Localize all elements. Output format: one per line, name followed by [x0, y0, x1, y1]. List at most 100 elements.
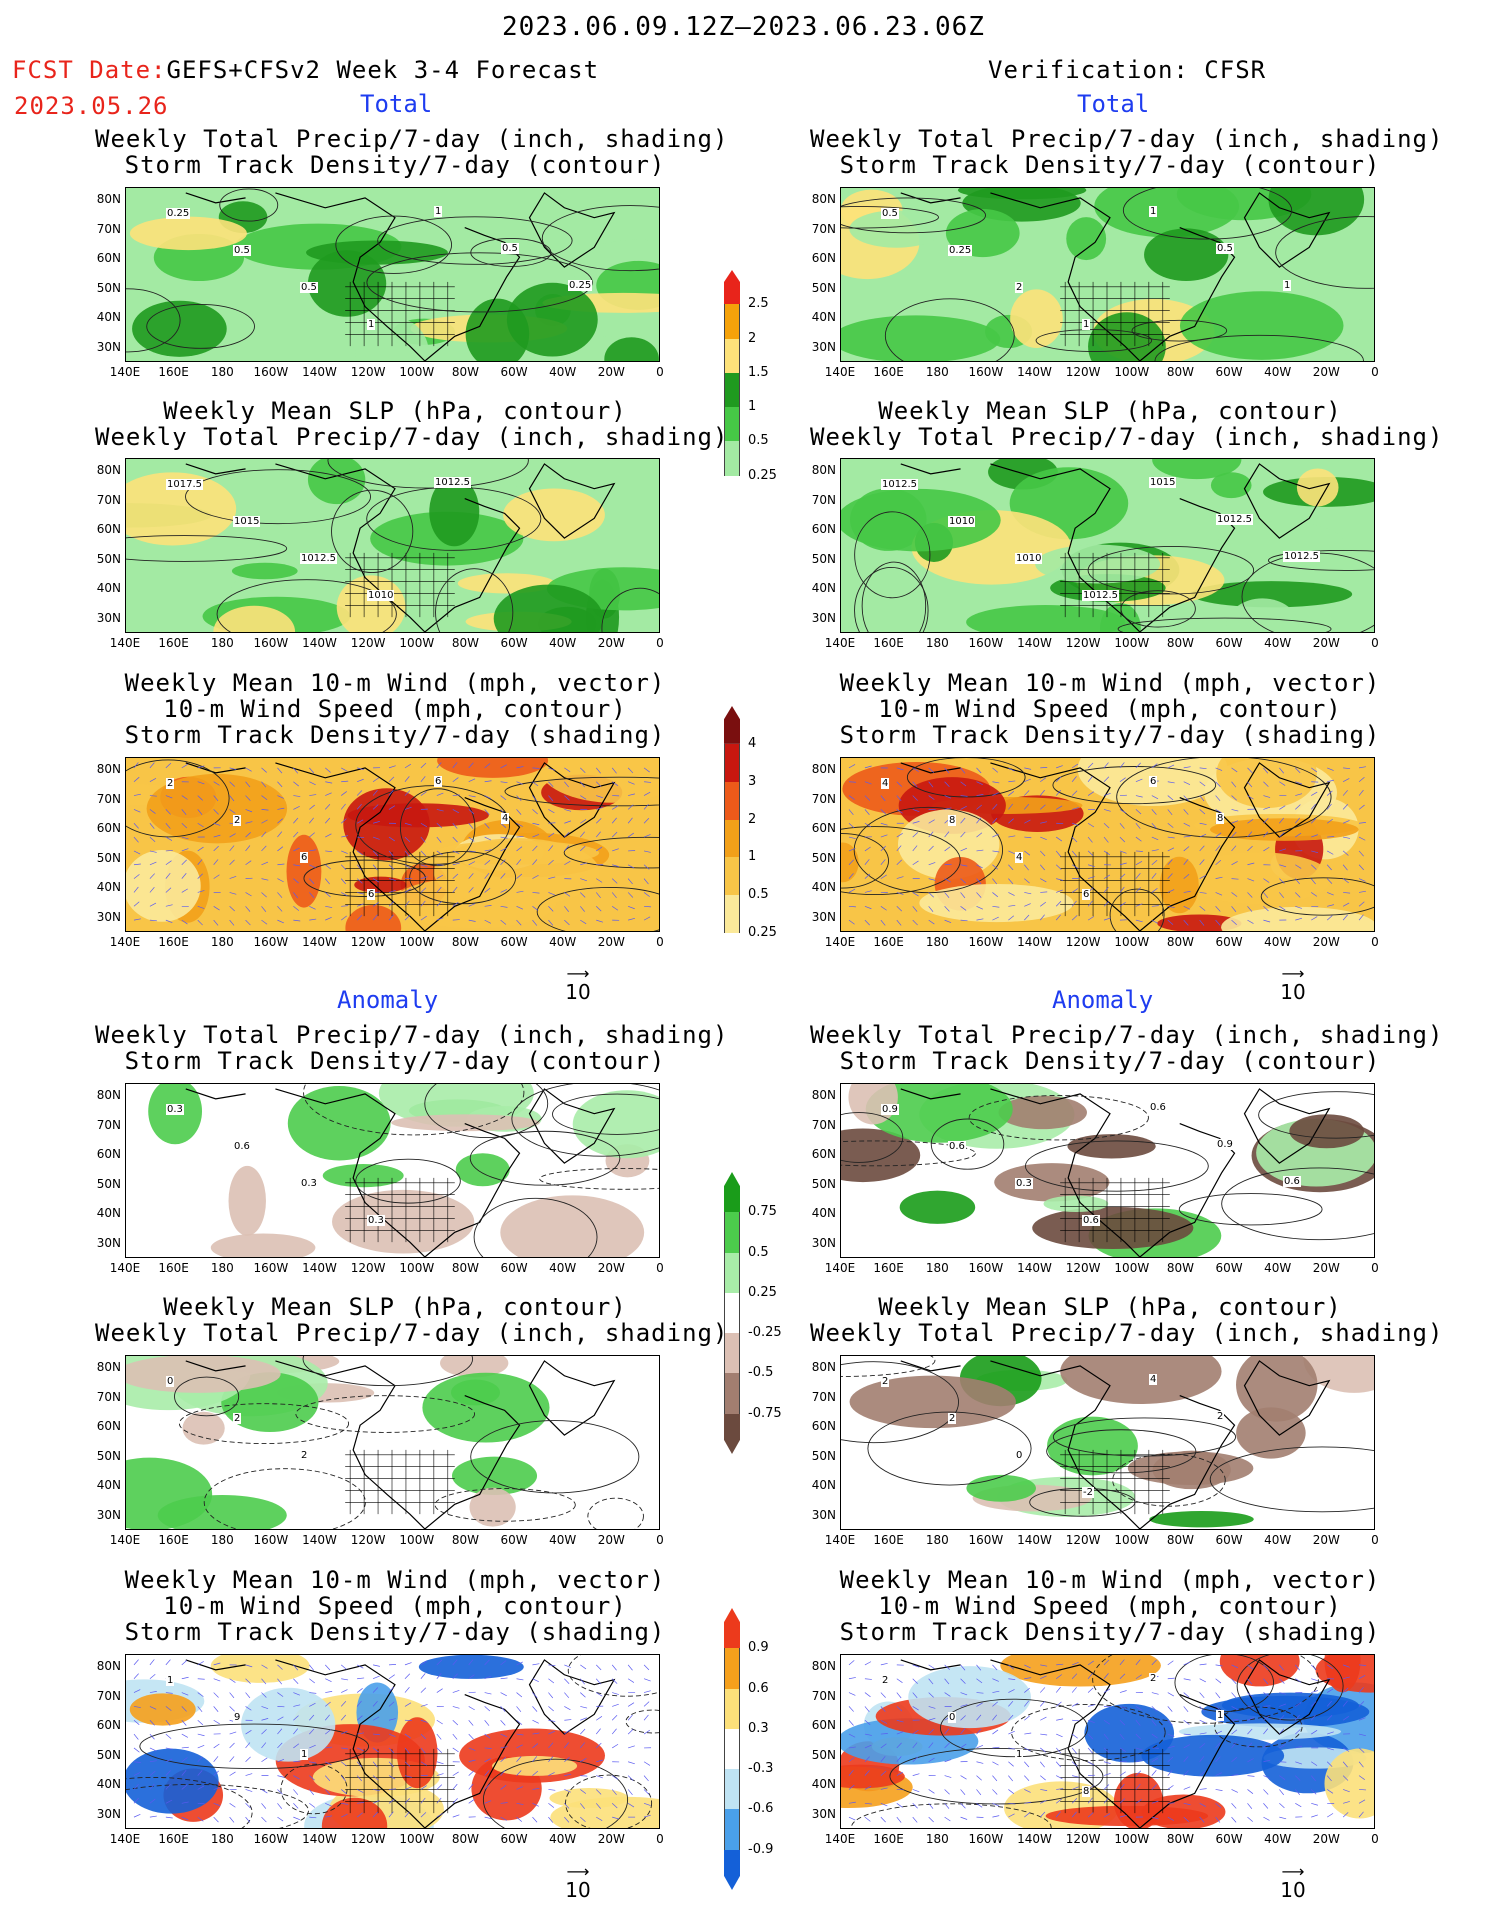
lat-tick-label: 40N: [811, 310, 836, 324]
contour-label: 4: [881, 778, 890, 789]
lon-tick-label: 60W: [500, 1261, 528, 1275]
shade-blob: [1047, 1416, 1138, 1476]
shade-blob: [1141, 1734, 1285, 1777]
lon-tick-label: 160E: [158, 1832, 189, 1846]
lon-tick-label: 80W: [451, 1533, 480, 1547]
contour-label: -2: [1082, 1487, 1094, 1498]
lon-tick-label: 140E: [824, 636, 856, 650]
shade-blob: [1035, 544, 1161, 584]
lon-tick-label: 100W: [1114, 365, 1150, 379]
lat-tick-label: 60N: [811, 251, 836, 265]
contour-label: 2: [300, 1450, 309, 1461]
shade-blob: [492, 1755, 578, 1776]
lon-tick-label: 180: [210, 1832, 234, 1846]
colorbar-label: 2: [748, 811, 757, 827]
colorbar-label: 0.5: [748, 1244, 769, 1260]
lat-tick-label: 80N: [96, 762, 121, 776]
panel-9-title-line-1: Weekly Mean SLP (hPa, contour): [163, 1293, 627, 1321]
lon-tick-label: 40W: [1264, 365, 1292, 379]
contour-label: 0.6: [948, 1141, 966, 1152]
contour-label: 0.3: [166, 1104, 184, 1115]
lat-tick-label: 60N: [811, 1419, 836, 1433]
map-panel-11: 1 9 1: [125, 1654, 660, 1829]
colorbar-segment: [724, 407, 740, 442]
lon-tick-label: 40W: [1264, 935, 1292, 949]
lat-tick-label: 40N: [96, 1206, 121, 1220]
lat-tick-label: 50N: [96, 1176, 121, 1191]
lon-tick-label: 160E: [873, 1261, 904, 1275]
lat-tick-label: 50N: [811, 1176, 836, 1191]
contour-label: 8: [948, 815, 957, 826]
lat-tick-label: 70N: [96, 1117, 121, 1132]
lat-tick-label: 70N: [811, 1688, 836, 1703]
colorbar-segment: [724, 1688, 740, 1729]
lat-tick-label: 70N: [811, 221, 836, 236]
shade-blob: [1141, 1794, 1226, 1828]
contour-label: 8: [1082, 1786, 1091, 1797]
colorbar-label: 0.3: [748, 1720, 769, 1736]
contour-label: 1012.5: [434, 477, 471, 488]
lat-tick-label: 40N: [96, 880, 121, 894]
colorbar-label: 4: [748, 735, 757, 751]
lon-tick-label: 120W: [350, 365, 386, 379]
lon-tick-label: 100W: [399, 636, 435, 650]
lat-tick-label: 60N: [811, 1718, 836, 1732]
contour-label: 2: [233, 1413, 242, 1424]
contour-label: 2: [948, 1413, 957, 1424]
lon-tick-label: 0: [656, 1533, 664, 1547]
vector-ref-4: ⟶ 10: [1280, 1862, 1306, 1903]
panel-12-title-line-1: Weekly Mean 10-m Wind (mph, vector): [839, 1566, 1381, 1594]
map-field-7: [126, 1084, 659, 1257]
lon-tick-label: 60W: [500, 1832, 528, 1846]
lon-tick-label: 20W: [597, 1533, 625, 1547]
contour-label: 1010: [367, 590, 395, 601]
lon-tick-label: 140E: [109, 1832, 141, 1846]
colorbar-segment: [724, 1608, 740, 1649]
shade-blob: [1067, 1134, 1156, 1159]
lon-tick-label: 120W: [1065, 1261, 1101, 1275]
lon-tick-label: 60W: [1215, 1261, 1243, 1275]
lon-tick-label: 120W: [350, 1832, 386, 1846]
contour-label: 1012.5: [300, 553, 337, 564]
colorbar-label: 1: [748, 399, 757, 415]
lon-tick-label: 160W: [253, 636, 289, 650]
lon-tick-label: 40W: [549, 1261, 577, 1275]
colorbar-segment: [724, 1292, 740, 1334]
lon-tick-label: 60W: [500, 365, 528, 379]
shade-blob: [455, 1153, 510, 1187]
map-field-8: [841, 1084, 1374, 1257]
contour-label: 0.3: [300, 1178, 318, 1189]
contour-label: 1: [1149, 206, 1158, 217]
lon-tick-label: 160E: [873, 365, 904, 379]
lon-tick-label: 120W: [1065, 1832, 1101, 1846]
contour-label: 0.5: [501, 243, 519, 254]
colorbar-segment: [724, 819, 740, 858]
colorbar-label: 3: [748, 773, 757, 789]
lon-tick-label: 20W: [597, 365, 625, 379]
shade-blob: [549, 1788, 629, 1809]
shade-blob: [1043, 1195, 1109, 1213]
shade-blob: [998, 1095, 1087, 1130]
lat-tick-label: 70N: [96, 1389, 121, 1404]
lon-tick-label: 0: [1371, 365, 1379, 379]
shade-blob: [422, 1372, 550, 1443]
shade-blob: [1179, 291, 1344, 360]
contour-label: 1015: [233, 516, 261, 527]
shade-blob: [126, 472, 237, 546]
vector-ref-3: ⟶ 10: [565, 1862, 591, 1903]
fcst-date: 2023.05.26: [14, 92, 169, 120]
lon-tick-label: 20W: [597, 1832, 625, 1846]
panel-6-title-line-1: Weekly Mean 10-m Wind (mph, vector): [839, 669, 1381, 697]
contour-label: 0.25: [166, 208, 191, 219]
section-anomaly-right: Anomaly: [1052, 986, 1154, 1014]
contour-label: 0.25: [568, 280, 593, 291]
contour-label: 1: [1015, 1749, 1024, 1760]
lon-tick-label: 160W: [968, 1533, 1004, 1547]
shade-blob: [345, 905, 402, 931]
colorbar-segment: [724, 781, 740, 820]
contour-label: 1012.5: [881, 479, 918, 490]
shade-blob: [966, 605, 1126, 632]
fcst-model: GEFS+CFSv2 Week 3-4 Forecast: [166, 56, 600, 84]
lon-tick-label: 160W: [253, 1533, 289, 1547]
shade-blob: [286, 834, 322, 908]
